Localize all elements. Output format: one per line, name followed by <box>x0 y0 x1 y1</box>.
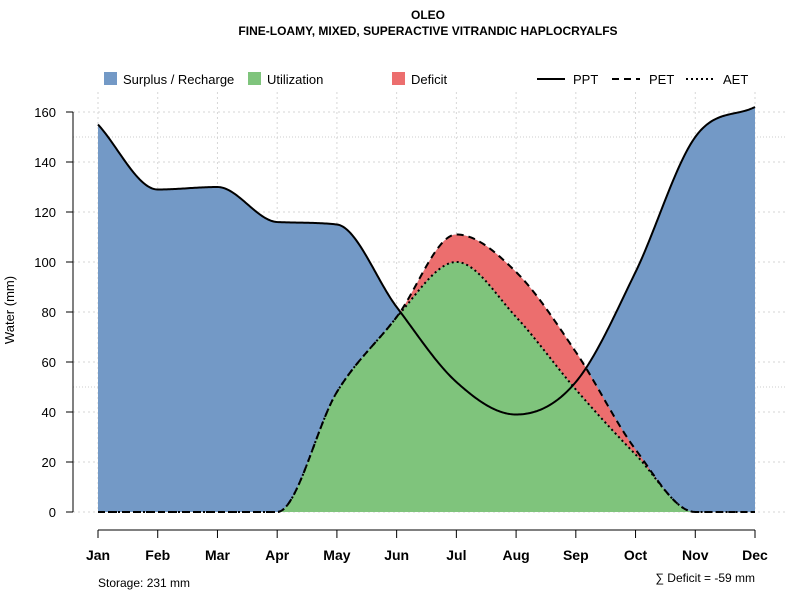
chart-title: OLEO <box>411 8 445 22</box>
series-lines <box>97 106 756 513</box>
y-tick-label: 140 <box>34 155 56 170</box>
storage-annotation: Storage: 231 mm <box>98 576 190 590</box>
x-tick-label: Aug <box>502 547 529 563</box>
x-tick-label: Sep <box>563 547 589 563</box>
line-ppt <box>97 106 756 416</box>
legend-swatch-utilization <box>248 72 261 85</box>
legend-swatch-surplus <box>104 72 117 85</box>
area-utilization <box>98 262 755 512</box>
x-tick-label: Oct <box>624 547 648 563</box>
x-tick-label: Mar <box>205 547 230 563</box>
y-axis-label: Water (mm) <box>2 276 17 344</box>
x-tick-label: May <box>323 547 350 563</box>
legend-label-pet: PET <box>649 72 674 87</box>
x-tick-label: Feb <box>145 547 170 563</box>
legend-label-ppt: PPT <box>573 72 598 87</box>
legend-swatch-deficit <box>392 72 405 85</box>
legend-label-deficit: Deficit <box>411 72 448 87</box>
y-tick-label: 160 <box>34 105 56 120</box>
y-tick-label: 100 <box>34 255 56 270</box>
x-tick-label: Nov <box>682 547 709 563</box>
area-layers <box>98 107 755 512</box>
x-tick-label: Jan <box>86 547 110 563</box>
y-tick-label: 40 <box>42 405 56 420</box>
y-tick-label: 120 <box>34 205 56 220</box>
line-pet <box>98 233 755 513</box>
legend-label-utilization: Utilization <box>267 72 323 87</box>
legend-label-surplus: Surplus / Recharge <box>123 72 234 87</box>
y-tick-label: 0 <box>49 505 56 520</box>
x-tick-label: Jun <box>384 547 409 563</box>
legend: Surplus / Recharge Utilization Deficit P… <box>104 72 748 87</box>
x-tick-label: Apr <box>265 547 290 563</box>
y-tick-label: 80 <box>42 305 56 320</box>
chart-subtitle: FINE-LOAMY, MIXED, SUPERACTIVE VITRANDIC… <box>238 24 617 38</box>
y-tick-label: 60 <box>42 355 56 370</box>
line-aet <box>98 260 755 513</box>
x-tick-label: Jul <box>446 547 466 563</box>
y-tick-label: 20 <box>42 455 56 470</box>
deficit-annotation: ∑ Deficit = -59 mm <box>655 571 755 585</box>
axes: 0 20 40 60 80 100 120 140 160 Jan Feb Mar Apr May Jun J… <box>34 105 768 563</box>
legend-label-aet: AET <box>723 72 748 87</box>
x-tick-label: Dec <box>742 547 768 563</box>
